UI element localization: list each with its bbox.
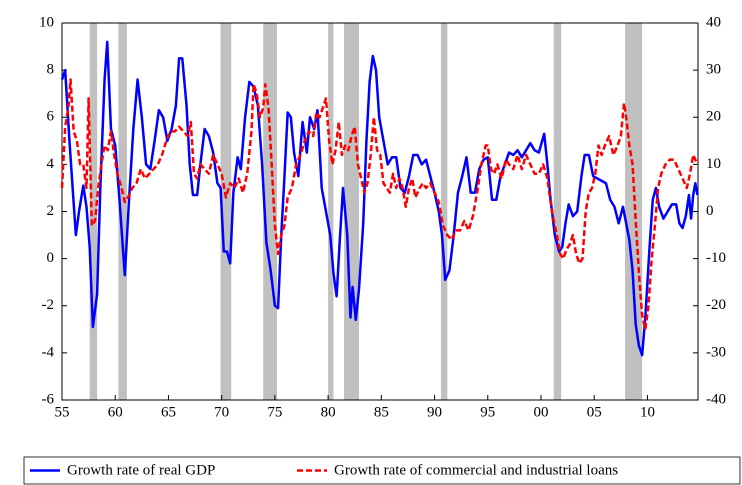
legend-label: Growth rate of commercial and industrial… <box>334 462 618 478</box>
y2-tick-label: 0 <box>706 203 714 219</box>
legend-label: Growth rate of real GDP <box>67 462 215 478</box>
x-tick-label: 90 <box>427 404 442 420</box>
recession-band <box>328 23 334 400</box>
legend-box <box>23 456 741 485</box>
x-tick-label: 70 <box>214 404 229 420</box>
y-tick-label: 2 <box>47 203 55 219</box>
recession-band <box>118 23 127 400</box>
y-tick-label: 0 <box>47 250 55 266</box>
x-tick-label: 00 <box>533 404 548 420</box>
y2-tick-label: -20 <box>706 297 726 313</box>
y-tick-label: -4 <box>42 344 55 360</box>
x-tick-label: 55 <box>55 404 70 420</box>
y-tick-label: 8 <box>47 62 55 78</box>
recession-band <box>220 23 232 400</box>
y2-tick-label: -40 <box>706 391 726 407</box>
y2-tick-label: 30 <box>706 62 721 78</box>
y2-tick-label: 40 <box>706 14 721 30</box>
y-tick-label: -2 <box>42 297 55 313</box>
y-tick-label: 4 <box>47 156 55 172</box>
x-tick-label: 65 <box>161 404 176 420</box>
x-tick-label: 80 <box>321 404 336 420</box>
recession-band <box>625 23 643 400</box>
x-tick-label: 10 <box>640 404 655 420</box>
y2-tick-label: 20 <box>706 109 721 125</box>
y2-tick-label: -30 <box>706 344 726 360</box>
recession-band <box>89 23 98 400</box>
y-tick-label: 6 <box>47 109 55 125</box>
y2-tick-label: 10 <box>706 156 721 172</box>
x-tick-label: 60 <box>108 404 123 420</box>
series-line <box>60 78 699 331</box>
recession-band <box>553 23 562 400</box>
x-tick-label: 05 <box>587 404 602 420</box>
recession-band <box>263 23 278 400</box>
series-line <box>60 40 699 357</box>
x-tick-label: 85 <box>374 404 389 420</box>
y-tick-label: -6 <box>42 391 55 407</box>
y-tick-label: 10 <box>39 14 54 30</box>
y2-tick-label: -10 <box>706 250 726 266</box>
recession-band <box>440 23 448 400</box>
plot-frame <box>61 22 699 401</box>
x-tick-label: 75 <box>267 404 282 420</box>
x-tick-label: 95 <box>480 404 495 420</box>
